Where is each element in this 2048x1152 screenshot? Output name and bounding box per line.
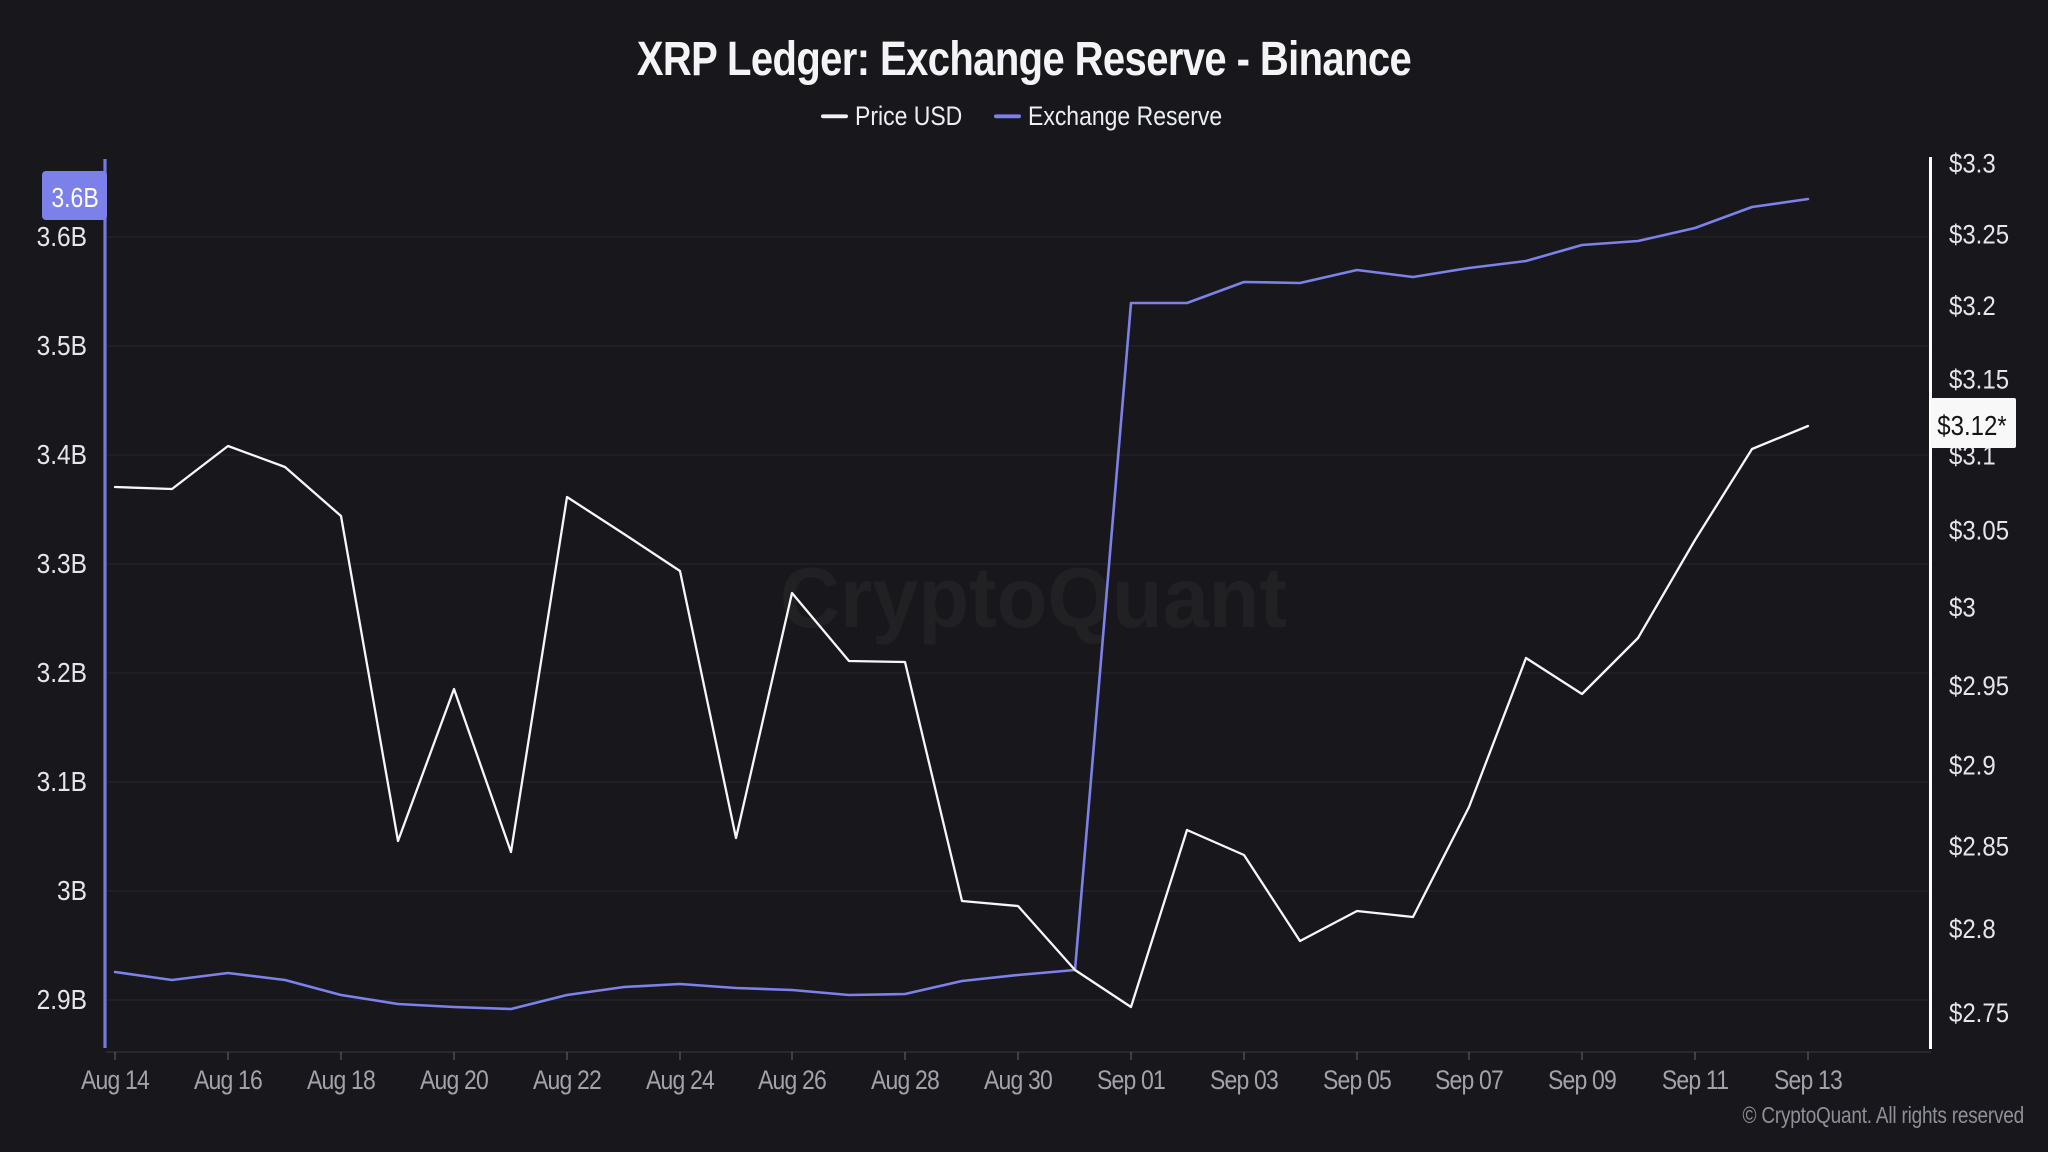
svg-text:© CryptoQuant. All rights rese: © CryptoQuant. All rights reserved xyxy=(1742,1103,2024,1128)
svg-text:$2.8: $2.8 xyxy=(1949,915,1996,945)
svg-text:$3.2: $3.2 xyxy=(1949,292,1996,322)
svg-text:Sep 11: Sep 11 xyxy=(1662,1067,1728,1096)
svg-text:$2.85: $2.85 xyxy=(1949,832,2009,862)
svg-text:$3.05: $3.05 xyxy=(1949,516,2009,546)
svg-text:Aug 20: Aug 20 xyxy=(420,1067,488,1096)
svg-text:$3.15: $3.15 xyxy=(1949,365,2009,395)
svg-text:$3.25: $3.25 xyxy=(1949,220,2009,250)
svg-text:Sep 13: Sep 13 xyxy=(1774,1067,1842,1096)
svg-text:3.4B: 3.4B xyxy=(37,439,87,471)
svg-text:3.6B: 3.6B xyxy=(51,183,98,213)
svg-text:3.6B: 3.6B xyxy=(37,221,87,253)
svg-text:Aug 26: Aug 26 xyxy=(758,1067,826,1096)
svg-text:$3: $3 xyxy=(1949,593,1976,623)
svg-text:3.2B: 3.2B xyxy=(37,657,87,689)
svg-text:Price USD: Price USD xyxy=(855,103,962,132)
svg-text:XRP Ledger: Exchange Reserve -: XRP Ledger: Exchange Reserve - Binance xyxy=(637,33,1411,86)
svg-text:3.1B: 3.1B xyxy=(37,766,87,798)
svg-text:Aug 24: Aug 24 xyxy=(646,1067,715,1096)
svg-text:2.9B: 2.9B xyxy=(37,984,87,1016)
svg-text:$3.12*: $3.12* xyxy=(1937,412,2006,442)
svg-text:Sep 07: Sep 07 xyxy=(1435,1067,1503,1096)
svg-text:3.5B: 3.5B xyxy=(37,330,87,362)
svg-text:3.3B: 3.3B xyxy=(37,548,87,580)
svg-text:Aug 30: Aug 30 xyxy=(984,1067,1052,1096)
svg-text:$2.95: $2.95 xyxy=(1949,672,2009,702)
svg-text:CryptoQuant: CryptoQuant xyxy=(780,550,1287,645)
svg-text:Sep 05: Sep 05 xyxy=(1323,1067,1391,1096)
svg-text:Sep 03: Sep 03 xyxy=(1210,1067,1278,1096)
svg-text:Exchange Reserve: Exchange Reserve xyxy=(1028,103,1222,132)
svg-text:3B: 3B xyxy=(57,875,87,907)
svg-text:$2.75: $2.75 xyxy=(1949,999,2009,1029)
svg-text:Aug 14: Aug 14 xyxy=(81,1067,150,1096)
svg-text:$2.9: $2.9 xyxy=(1949,751,1996,781)
svg-text:$3.3: $3.3 xyxy=(1949,149,1996,179)
svg-text:Aug 18: Aug 18 xyxy=(307,1067,375,1096)
svg-text:Aug 16: Aug 16 xyxy=(194,1067,262,1096)
svg-text:Aug 22: Aug 22 xyxy=(533,1067,601,1096)
svg-text:Sep 09: Sep 09 xyxy=(1548,1067,1616,1096)
svg-text:Sep 01: Sep 01 xyxy=(1097,1067,1165,1096)
svg-text:Aug 28: Aug 28 xyxy=(871,1067,939,1096)
